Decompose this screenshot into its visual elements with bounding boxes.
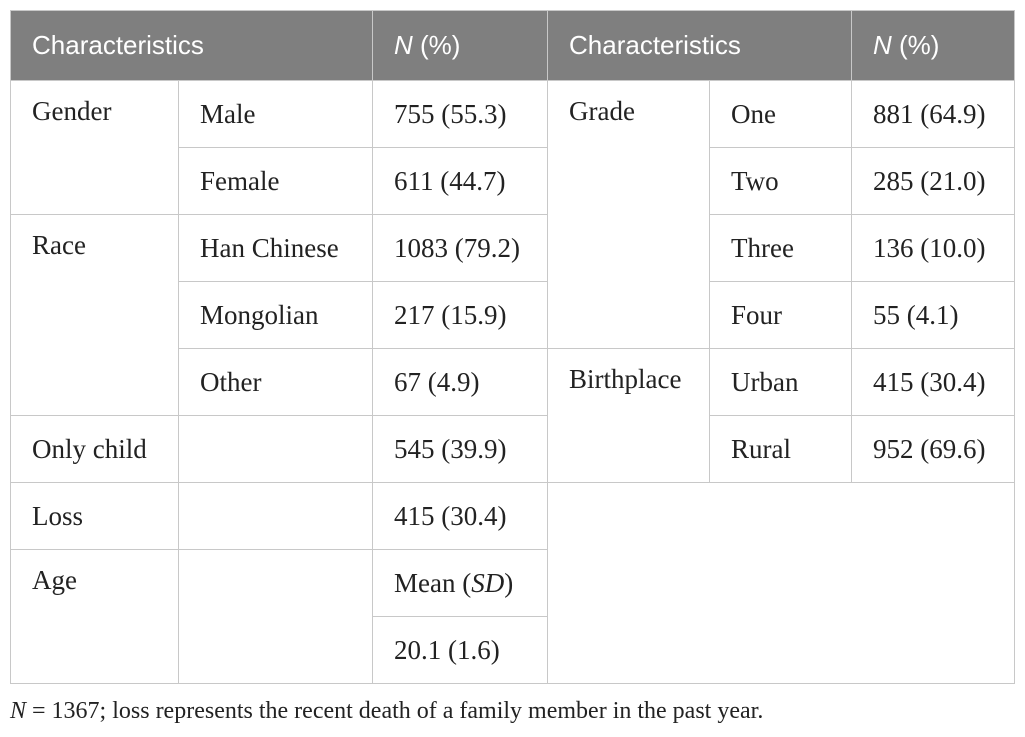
header-characteristics-right: Characteristics: [547, 10, 852, 81]
race-mongolian: Mongolian: [178, 281, 373, 349]
loss-n: 415 (30.4): [372, 482, 548, 550]
grade-one-n: 881 (64.9): [851, 80, 1015, 148]
birthplace-urban: Urban: [709, 348, 852, 416]
birthplace-rural-n: 952 (69.6): [851, 415, 1015, 483]
birthplace-urban-n: 415 (30.4): [851, 348, 1015, 416]
age-label: Age: [10, 549, 179, 684]
grade-three: Three: [709, 214, 852, 282]
age-mean-sd-label: Mean (SD): [372, 549, 548, 617]
table-row: Mongolian 217 (15.9) Four 55 (4.1): [11, 281, 1015, 349]
table-footnote: N = 1367; loss represents the recent dea…: [10, 698, 764, 724]
table-row: Other 67 (4.9) Birthplace Urban 415 (30.…: [11, 348, 1015, 483]
gender-female: Female: [178, 147, 373, 215]
birthplace-rural: Rural: [709, 415, 852, 483]
grade-two: Two: [709, 147, 852, 215]
race-han-n: 1083 (79.2): [372, 214, 548, 282]
age-value: 20.1 (1.6): [372, 616, 548, 684]
gender-male: Male: [178, 80, 373, 148]
only-child-n: 545 (39.9): [372, 415, 548, 483]
demographics-table: Characteristics N (%) Characteristics N …: [10, 10, 1015, 684]
race-label: Race: [10, 214, 179, 416]
gender-male-n: 755 (55.3): [372, 80, 548, 148]
birthplace-label: Birthplace: [547, 348, 710, 483]
grade-one: One: [709, 80, 852, 148]
race-other-n: 67 (4.9): [372, 348, 548, 416]
table-row: Gender Male 755 (55.3) Grade One 881 (64…: [10, 80, 1015, 349]
race-han: Han Chinese: [178, 214, 373, 282]
header-n-percent-right: N (%): [851, 10, 1015, 81]
table-row: Race Han Chinese 1083 (79.2) Three 136 (…: [10, 214, 1015, 416]
table-row: Loss 415 (30.4): [10, 482, 1015, 684]
age-empty: [178, 549, 373, 684]
race-mongolian-n: 217 (15.9): [372, 281, 548, 349]
header-row: Characteristics N (%) Characteristics N …: [10, 10, 1015, 81]
grade-three-n: 136 (10.0): [851, 214, 1015, 282]
loss-label: Loss: [10, 482, 179, 550]
grade-four-n: 55 (4.1): [851, 281, 1015, 349]
grade-label: Grade: [547, 80, 710, 349]
race-other: Other: [178, 348, 373, 416]
table-row: Only child 545 (39.9) Rural 952 (69.6): [10, 415, 1015, 483]
table-row: Age Mean (SD): [10, 549, 1015, 684]
table-row: 20.1 (1.6): [11, 616, 1015, 684]
header-characteristics-left: Characteristics: [10, 10, 373, 81]
gender-label: Gender: [10, 80, 179, 215]
loss-empty: [178, 482, 373, 550]
only-child-label: Only child: [10, 415, 179, 483]
only-child-empty: [178, 415, 373, 483]
gender-female-n: 611 (44.7): [372, 147, 548, 215]
header-n-percent-left: N (%): [372, 10, 548, 81]
right-empty-block: [547, 482, 1015, 684]
grade-two-n: 285 (21.0): [851, 147, 1015, 215]
grade-four: Four: [709, 281, 852, 349]
